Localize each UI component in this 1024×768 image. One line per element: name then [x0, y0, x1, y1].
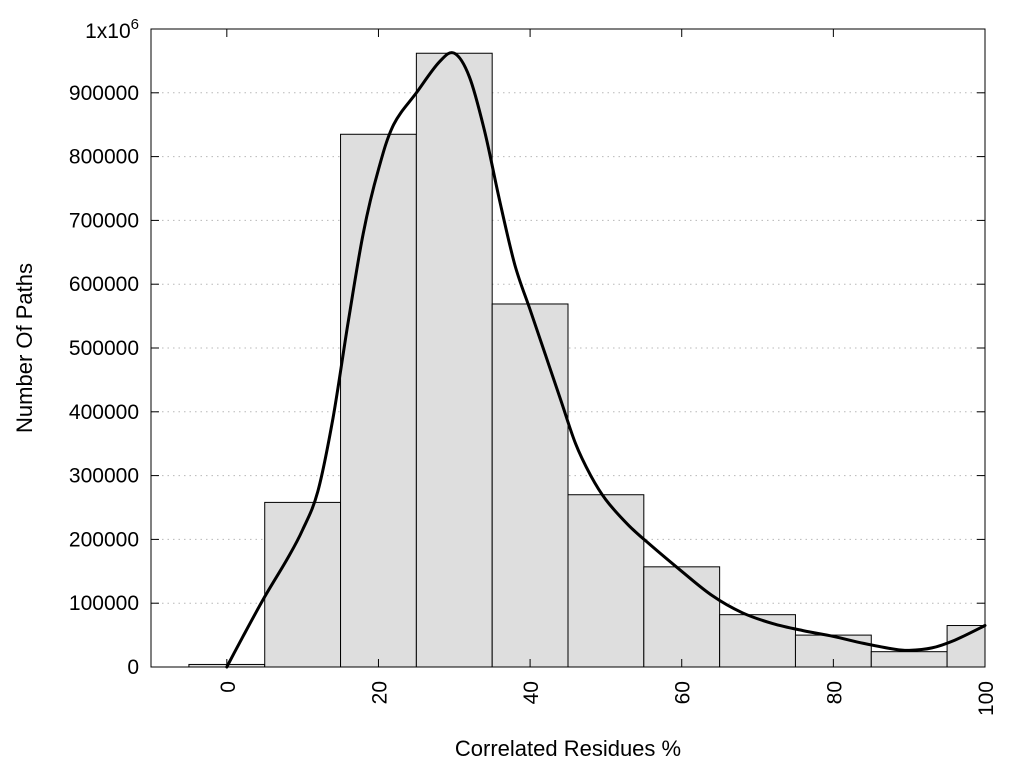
x-tick-label-4: 80	[823, 681, 846, 704]
bar-90	[870, 651, 948, 668]
y-tick-label-5: 500000	[69, 337, 139, 360]
x-tick-label-0: 0	[217, 681, 240, 693]
x-tick-label-5: 100	[975, 681, 998, 716]
y-tick-label-7: 700000	[69, 209, 139, 232]
x-tick-label-2: 40	[520, 681, 543, 704]
fitted-curve	[225, 51, 987, 669]
bar-70	[719, 614, 796, 668]
x-tick-label-3: 60	[672, 681, 695, 704]
y-axis-label: Number Of Paths	[12, 263, 37, 433]
bar-30	[415, 52, 493, 668]
x-axis-ticks: 0 20 40 60 80 100	[217, 29, 998, 716]
fitted-curve-layer	[225, 51, 987, 669]
y-tick-label-9: 900000	[69, 82, 139, 105]
y-top-tick-label: 1x106	[85, 16, 139, 43]
bar-40	[491, 303, 569, 668]
bar-50	[567, 494, 645, 668]
bar-60	[643, 566, 721, 668]
y-tick-label-0: 0	[127, 656, 139, 679]
bar-20	[340, 133, 417, 668]
y-tick-label-1: 100000	[69, 592, 139, 615]
bars	[188, 52, 986, 668]
y-tick-label-4: 400000	[69, 401, 139, 424]
y-tick-label-6: 600000	[69, 273, 139, 296]
y-tick-label-3: 300000	[69, 465, 139, 488]
x-axis-label: Correlated Residues %	[455, 736, 681, 761]
y-tick-label-8: 800000	[69, 146, 139, 169]
x-tick-label-1: 20	[368, 681, 391, 704]
bar-100	[946, 625, 986, 668]
y-tick-label-2: 200000	[69, 528, 139, 551]
y-axis-ticks: 0 100000 200000 300000 400000 500000 600000 700…	[69, 28, 985, 679]
